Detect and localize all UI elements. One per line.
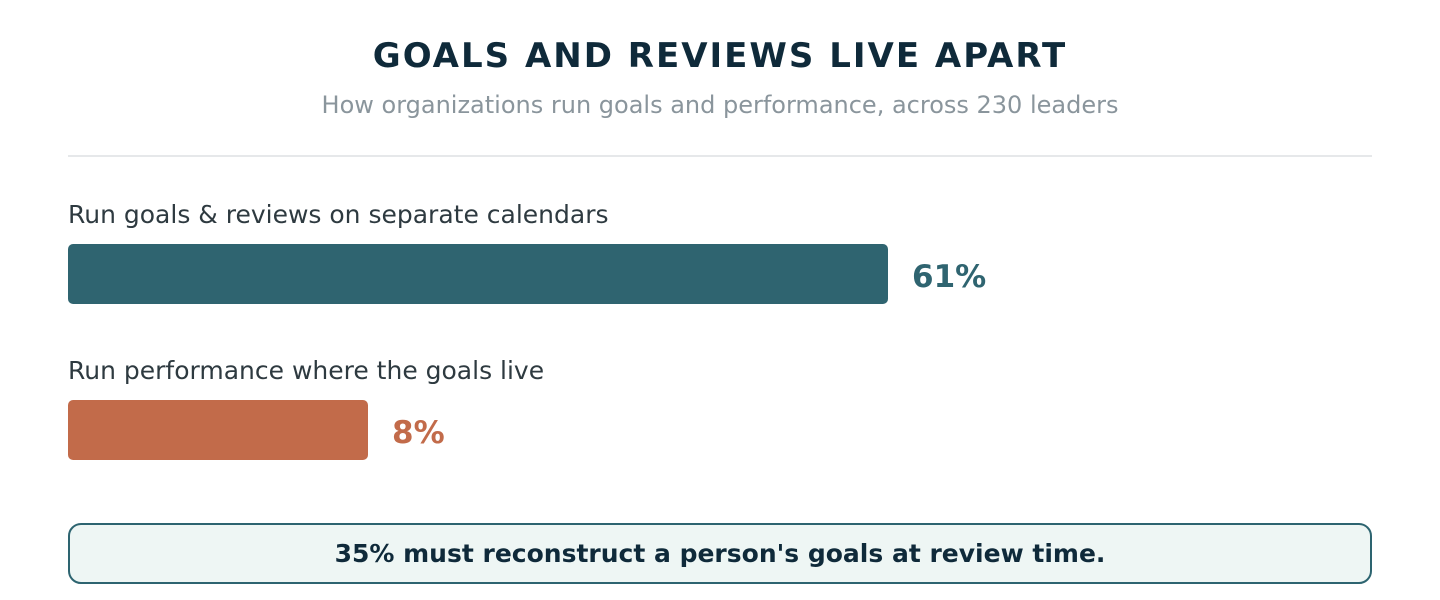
bar-value-label: 61% — [912, 259, 987, 295]
bar-label: Run goals & reviews on separate calendar… — [68, 200, 609, 229]
bar-row-separate-calendars: Run goals & reviews on separate calendar… — [68, 200, 1372, 310]
bar-label: Run performance where the goals live — [68, 356, 545, 385]
bar — [68, 400, 368, 460]
bar-row-performance-where-goals-live: Run performance where the goals live 8% — [68, 356, 1372, 466]
key-stat-callout: 35% must reconstruct a person's goals at… — [68, 523, 1372, 584]
chart-title: GOALS AND REVIEWS LIVE APART — [372, 36, 1068, 76]
callout-text: 35% must reconstruct a person's goals at… — [334, 538, 1106, 568]
bar-value-label: 8% — [392, 415, 445, 451]
chart-subtitle: How organizations run goals and performa… — [321, 91, 1119, 119]
header-divider — [68, 155, 1372, 157]
bar — [68, 244, 888, 304]
